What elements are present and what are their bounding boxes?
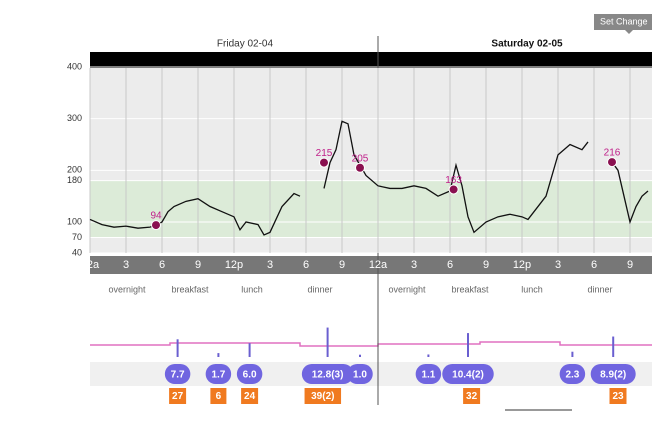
bolus-value: 2.3 <box>565 370 579 381</box>
carb-box <box>241 388 259 404</box>
x-tick-label: 9 <box>627 259 633 271</box>
bg-reading-label: 163 <box>445 175 462 186</box>
x-tick-label: 6 <box>591 259 597 271</box>
carb-value: 39(2) <box>311 391 334 402</box>
bg-reading <box>448 184 459 195</box>
y-tick-label: 40 <box>72 247 82 257</box>
tooltip-arrow <box>625 30 633 34</box>
bolus-bubble <box>347 364 373 384</box>
carb-box <box>210 388 227 404</box>
y-tick-label: 400 <box>67 61 82 71</box>
cgm-line <box>89 120 649 236</box>
x-tick-label: 3 <box>123 259 129 271</box>
carb-value: 23 <box>612 391 624 402</box>
x-tick-label: 6 <box>159 259 165 271</box>
carb-box <box>169 388 187 404</box>
bolus-bubble <box>442 364 494 384</box>
meal-label: dinner <box>587 284 612 294</box>
bolus-value: 12.8(3) <box>312 370 344 381</box>
tooltip-box <box>594 14 652 30</box>
x-tick-label: 12p <box>513 259 531 271</box>
bolus-value: 10.4(2) <box>452 370 484 381</box>
bolus-value: 1.7 <box>211 370 225 381</box>
bolus-value: 7.7 <box>171 370 185 381</box>
meal-label: lunch <box>521 284 543 294</box>
carb-box <box>609 388 627 404</box>
x-tick-label: 9 <box>483 259 489 271</box>
carb-value: 32 <box>466 391 478 402</box>
x-tick-label: 12a <box>81 259 100 271</box>
target-range <box>90 180 652 238</box>
x-tick-label: 12a <box>369 259 388 271</box>
header-bar <box>90 52 652 68</box>
bolus-bubble <box>301 364 354 384</box>
x-tick-label: 6 <box>447 259 453 271</box>
x-tick-label: 3 <box>411 259 417 271</box>
meal-label: overnight <box>108 284 146 294</box>
bolus-bubble <box>164 364 191 384</box>
bg-reading <box>151 220 161 231</box>
day-label: Friday 02-04 <box>217 39 274 50</box>
carb-box <box>463 388 481 404</box>
meal-label: breakfast <box>451 284 489 294</box>
basal-line <box>90 341 652 347</box>
bolus-bubble <box>590 364 636 384</box>
x-tick-label: 9 <box>195 259 201 271</box>
bolus-bubble <box>236 364 263 384</box>
x-tick-label: 6 <box>303 259 309 271</box>
time-axis <box>90 256 652 274</box>
x-tick-label: 12p <box>225 259 243 271</box>
y-tick-label: 180 <box>67 175 82 185</box>
bg-reading <box>319 157 329 168</box>
x-tick-label: 9 <box>339 259 345 271</box>
bg-reading-label: 205 <box>352 153 369 164</box>
tooltip: Set Change <box>600 16 648 26</box>
carb-value: 6 <box>216 391 222 402</box>
carb-value: 24 <box>244 391 256 402</box>
x-tick-label: 3 <box>555 259 561 271</box>
carb-box <box>304 388 342 404</box>
bg-reading-label: 216 <box>604 148 621 159</box>
bolus-value: 8.9(2) <box>600 370 626 381</box>
bolus-value: 6.0 <box>243 370 257 381</box>
carb-value: 27 <box>172 391 184 402</box>
meal-label: dinner <box>307 284 332 294</box>
y-tick-label: 100 <box>67 216 82 226</box>
bolus-bubble <box>559 364 586 384</box>
bg-reading-label: 94 <box>150 211 162 222</box>
meal-label: breakfast <box>171 284 209 294</box>
y-tick-label: 70 <box>72 232 82 242</box>
bg-reading <box>607 157 617 168</box>
y-tick-label: 300 <box>67 113 82 123</box>
y-tick-label: 200 <box>67 165 82 175</box>
meal-label: lunch <box>241 284 263 294</box>
bolus-value: 1.1 <box>421 370 435 381</box>
day-label: Saturday 02-05 <box>491 39 563 50</box>
bolus-bubble <box>205 364 232 384</box>
bolus-bubble <box>415 364 442 384</box>
bolus-value: 1.0 <box>353 370 367 381</box>
meal-label: overnight <box>388 284 426 294</box>
bg-reading-label: 215 <box>316 148 333 159</box>
bg-reading <box>355 162 365 173</box>
x-tick-label: 3 <box>267 259 273 271</box>
